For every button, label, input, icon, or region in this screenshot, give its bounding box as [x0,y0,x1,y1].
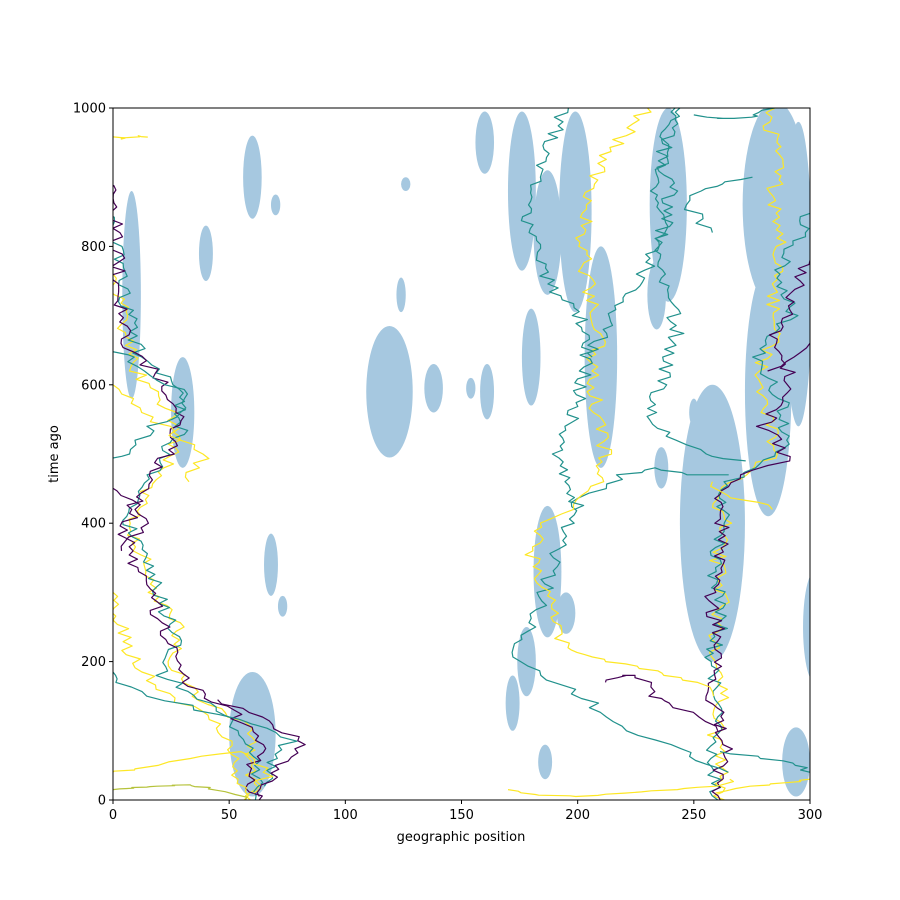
density-patch [784,122,812,426]
x-tick-label: 200 [565,808,590,823]
density-patch [171,357,194,468]
density-patch [401,177,410,191]
density-patch [506,675,520,730]
x-axis-label: geographic position [397,830,526,845]
x-tick-label: 0 [109,808,117,823]
density-patch [534,170,562,295]
density-patch [264,534,278,596]
x-tick-label: 300 [798,808,823,823]
y-tick-label: 0 [98,794,106,809]
density-patch [278,596,287,617]
density-patch [396,278,405,313]
density-patch [559,111,592,312]
y-tick-label: 400 [81,517,106,532]
y-tick-label: 200 [81,655,106,670]
x-tick-label: 100 [333,808,358,823]
density-patch [271,195,280,216]
density-patch [366,326,412,457]
density-patch [508,111,536,270]
density-patch [522,309,541,406]
y-tick-label: 600 [81,378,106,393]
density-patch [466,378,475,399]
x-tick-label: 150 [449,808,474,823]
y-tick-label: 1000 [73,102,106,117]
density-patch [538,745,552,780]
density-patch [475,111,494,173]
density-patch [680,385,745,662]
density-patch [480,364,494,419]
density-patch [424,364,443,412]
density-patch [199,226,213,281]
density-patch [557,592,576,634]
x-tick-label: 250 [681,808,706,823]
x-tick-label: 50 [221,808,238,823]
density-patch [243,136,262,219]
y-tick-label: 800 [81,240,106,255]
y-axis-label: time ago [47,425,62,483]
